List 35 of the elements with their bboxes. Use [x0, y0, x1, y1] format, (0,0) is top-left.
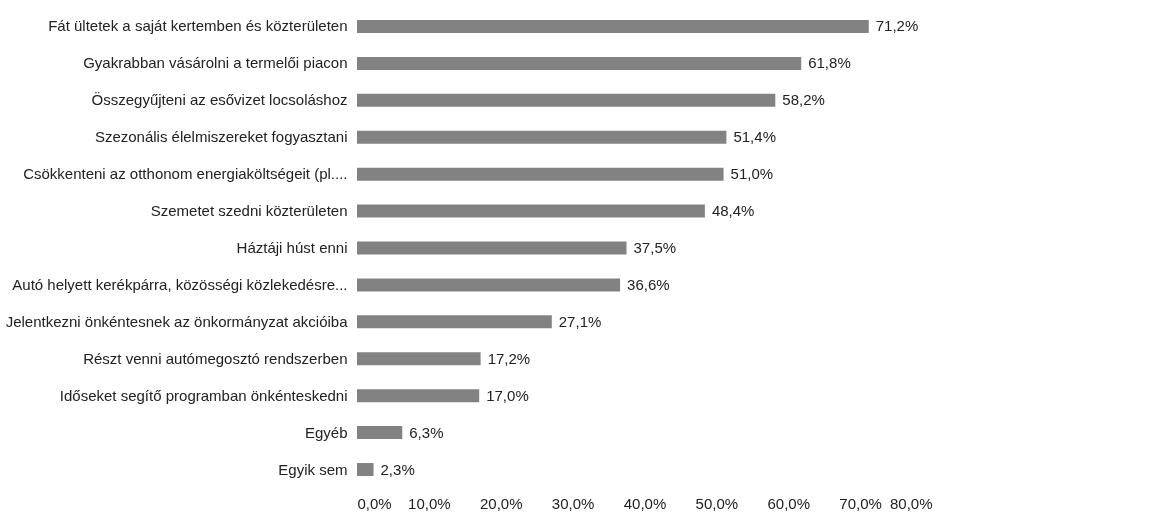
data-label: 2,3%: [380, 460, 415, 478]
data-label: 36,6%: [627, 275, 670, 293]
y-tick-label: Jelentkezni önkéntesnek az önkormányzat akcióiba: [5, 312, 349, 330]
y-tick-label: Részt venni autómegosztó rendszerben: [83, 349, 348, 367]
data-label: 6,3%: [409, 423, 444, 441]
data-label: 58,2%: [782, 91, 825, 109]
x-tick-label: 30,0%: [551, 494, 595, 512]
data-label: 61,8%: [808, 54, 851, 72]
data-label: 48,4%: [711, 202, 755, 220]
data-label: 27,1%: [558, 312, 602, 330]
y-tick-label: Szemetet szedni közterületen: [150, 202, 348, 220]
x-tick-label: 20,0%: [479, 494, 523, 512]
data-label: 51,0%: [730, 165, 774, 183]
x-tick-label: 50,0%: [695, 494, 739, 512]
x-tick-label: 10,0%: [408, 494, 451, 512]
x-tick-label: 40,0%: [623, 494, 667, 512]
y-tick-label: Egyik sem: [278, 460, 348, 478]
x-tick-label: 80,0%: [889, 494, 933, 512]
y-tick-label: Egyéb: [304, 423, 348, 441]
y-tick-label: Összegyűjteni az esővizet locsoláshoz: [91, 91, 348, 109]
data-label: 17,0%: [486, 386, 529, 404]
y-tick-label: Gyakrabban vásárolni a termelői piacon: [83, 54, 348, 72]
data-label: 51,4%: [733, 128, 776, 146]
y-tick-label: Fát ültetek a saját kertemben és közterületen: [48, 17, 348, 35]
y-tick-label: Szezonális élelmiszereket fogyasztani: [94, 128, 348, 146]
data-label: 71,2%: [875, 17, 919, 35]
x-tick-label: 70,0%: [839, 494, 882, 512]
x-tick-label: 0,0%: [357, 494, 392, 512]
y-tick-label: Csökkenteni az otthonom energiaköltségeit (pl....: [23, 165, 348, 183]
y-tick-label: Időseket segítő programban önkénteskedni: [59, 386, 348, 404]
y-tick-label: Háztáji húst enni: [236, 239, 348, 256]
y-tick-label: Autó helyett kerékpárra, közösségi közlekedésre...: [12, 275, 348, 293]
data-label: 37,5%: [633, 239, 677, 256]
x-tick-label: 60,0%: [767, 494, 811, 512]
data-label: 17,2%: [487, 349, 531, 367]
